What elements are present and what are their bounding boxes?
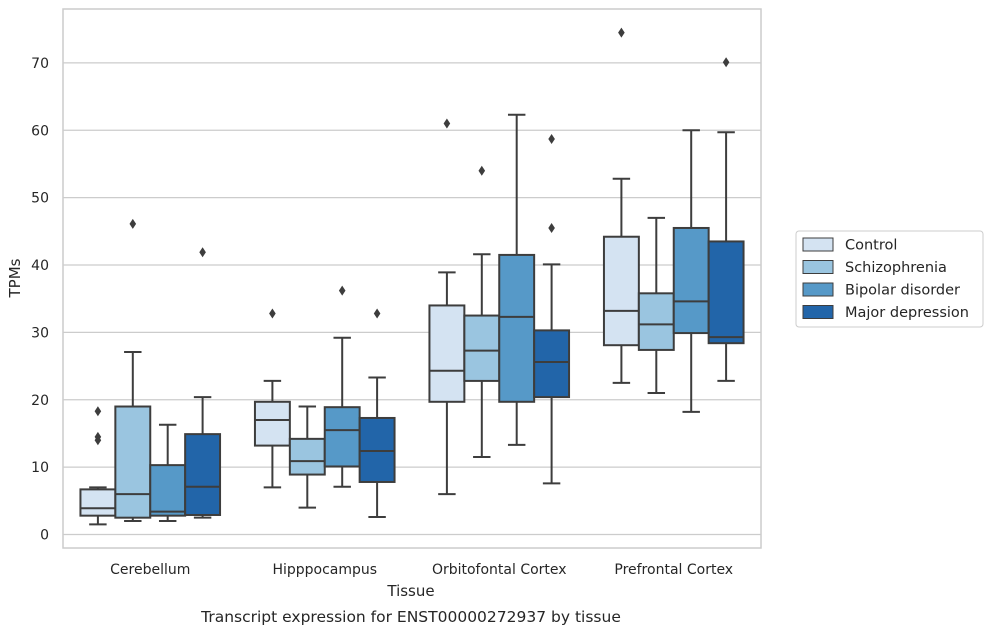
box-iqr xyxy=(602,235,640,347)
legend-label: Major depression xyxy=(845,305,969,321)
box-bipolar-disorder xyxy=(149,423,187,523)
box-iqr xyxy=(114,405,152,519)
outlier-point xyxy=(338,285,346,296)
box-iqr xyxy=(428,304,466,403)
box-iqr xyxy=(149,464,187,517)
outlier-point xyxy=(443,118,451,129)
box-major-depression xyxy=(533,134,571,485)
x-tick-labels: Cerebellum Hipppocampus Orbitofontal Corte… xyxy=(110,562,733,578)
box-iqr xyxy=(707,240,745,345)
box-iqr xyxy=(288,437,326,476)
outlier-point xyxy=(548,134,555,145)
box-iqr xyxy=(498,253,536,403)
legend-swatch xyxy=(802,260,834,274)
x-tick-label: Hipppocampus xyxy=(272,562,377,578)
box-iqr xyxy=(533,329,571,399)
box-schizophrenia xyxy=(288,405,326,509)
y-tick-label: 70 xyxy=(31,56,49,72)
box-iqr xyxy=(637,292,675,351)
legend-swatch xyxy=(802,305,834,319)
box-major-depression xyxy=(707,57,745,382)
legend-label: Schizophrenia xyxy=(845,260,947,276)
box-control xyxy=(79,406,117,526)
outlier-point xyxy=(722,57,730,68)
outlier-point xyxy=(199,247,206,258)
box-series xyxy=(79,27,745,526)
y-tick-label: 30 xyxy=(31,325,49,341)
legend-swatch xyxy=(802,237,834,252)
box-major-depression xyxy=(358,308,396,519)
legend-label: Bipolar disorder xyxy=(845,283,960,299)
chart-caption: Transcript expression for ENST0000027293… xyxy=(200,608,621,626)
box-schizophrenia xyxy=(637,216,675,395)
box-iqr xyxy=(358,416,396,483)
box-iqr xyxy=(253,400,291,447)
box-control xyxy=(253,308,291,489)
box-major-depression xyxy=(184,247,222,519)
box-iqr xyxy=(463,314,501,382)
box-bipolar-disorder xyxy=(672,129,710,413)
outlier-point xyxy=(269,308,276,319)
box-schizophrenia xyxy=(114,218,152,523)
legend-frame xyxy=(795,230,984,328)
box-control xyxy=(602,27,640,384)
y-tick-labels: 0 10 20 30 40 50 60 70 xyxy=(31,56,49,544)
outlier-point xyxy=(373,308,381,319)
x-axis-label: Tissue xyxy=(386,582,434,600)
box-iqr xyxy=(184,433,222,516)
x-tick-label: Prefrontal Cortex xyxy=(614,562,733,578)
y-tick-label: 20 xyxy=(31,393,49,409)
y-tick-label: 40 xyxy=(31,258,49,274)
y-axis-label: TPMs xyxy=(6,258,24,298)
outlier-point xyxy=(129,218,137,229)
legend-swatch xyxy=(802,282,834,297)
outlier-point xyxy=(478,165,486,176)
legend-label: Control xyxy=(845,238,897,254)
x-tick-label: Orbitofontal Cortex xyxy=(432,562,567,578)
box-bipolar-disorder xyxy=(498,113,536,446)
outlier-point xyxy=(618,27,625,38)
outlier-point xyxy=(94,406,102,417)
plot-frame xyxy=(62,8,762,549)
y-tick-label: 50 xyxy=(31,191,49,207)
y-tick-label: 60 xyxy=(31,123,49,139)
legend: Control Schizophrenia Bipolar disorder Majo… xyxy=(795,230,984,328)
outlier-point xyxy=(548,222,555,233)
box-schizophrenia xyxy=(463,165,501,459)
outlier-point xyxy=(94,431,102,442)
y-tick-label: 10 xyxy=(31,460,49,476)
box-bipolar-disorder xyxy=(323,285,361,488)
box-iqr xyxy=(79,488,117,517)
box-iqr xyxy=(323,406,361,468)
x-tick-label: Cerebellum xyxy=(110,562,190,578)
box-control xyxy=(428,118,466,496)
y-tick-label: 0 xyxy=(40,528,49,544)
box-iqr xyxy=(672,226,710,335)
